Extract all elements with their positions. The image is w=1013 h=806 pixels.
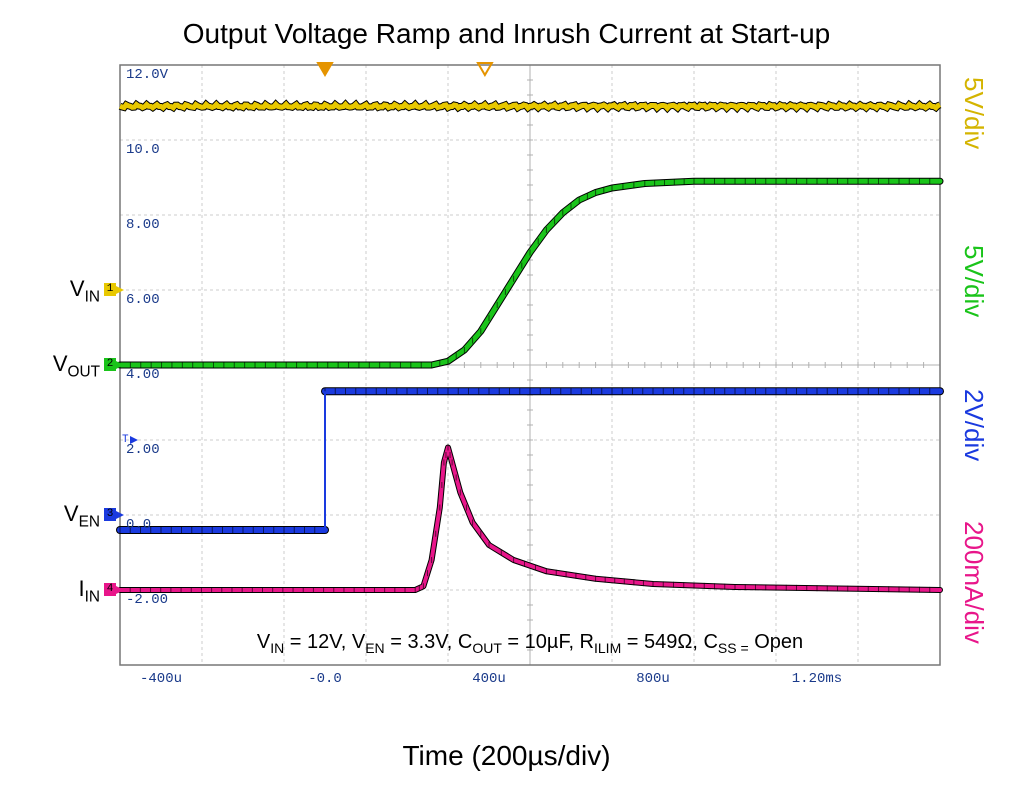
y-tick: 6.00 — [126, 292, 186, 308]
scale-label: 5V/div — [958, 245, 989, 317]
channel-marker: 2 — [104, 358, 116, 371]
scale-label: 2V/div — [958, 389, 989, 461]
x-tick: 400u — [449, 671, 529, 687]
test-conditions: VIN = 12V, VEN = 3.3V, COUT = 10µF, RILI… — [120, 631, 940, 656]
x-tick: 800u — [613, 671, 693, 687]
channel-label: VOUT — [40, 351, 100, 381]
y-tick: 10.0 — [126, 142, 186, 158]
channel-label: IIN — [40, 576, 100, 606]
channel-marker: 1 — [104, 283, 116, 296]
scale-label: 5V/div — [958, 77, 989, 149]
x-tick: 1.20ms — [777, 671, 857, 687]
y-tick: 0.0 — [126, 517, 186, 533]
y-tick: 8.00 — [126, 217, 186, 233]
channel-label: VIN — [40, 276, 100, 306]
channel-marker: 3 — [104, 508, 116, 521]
scale-label: 200mA/div — [958, 521, 989, 644]
channel-label: VEN — [40, 501, 100, 531]
channel-marker: 4 — [104, 583, 116, 596]
x-tick: -400u — [121, 671, 201, 687]
x-tick: -0.0 — [285, 671, 365, 687]
y-tick: 4.00 — [126, 367, 186, 383]
y-tick: 12.0V — [126, 67, 186, 83]
y-tick: -2.00 — [126, 592, 186, 608]
y-tick: 2.00 — [126, 442, 186, 458]
